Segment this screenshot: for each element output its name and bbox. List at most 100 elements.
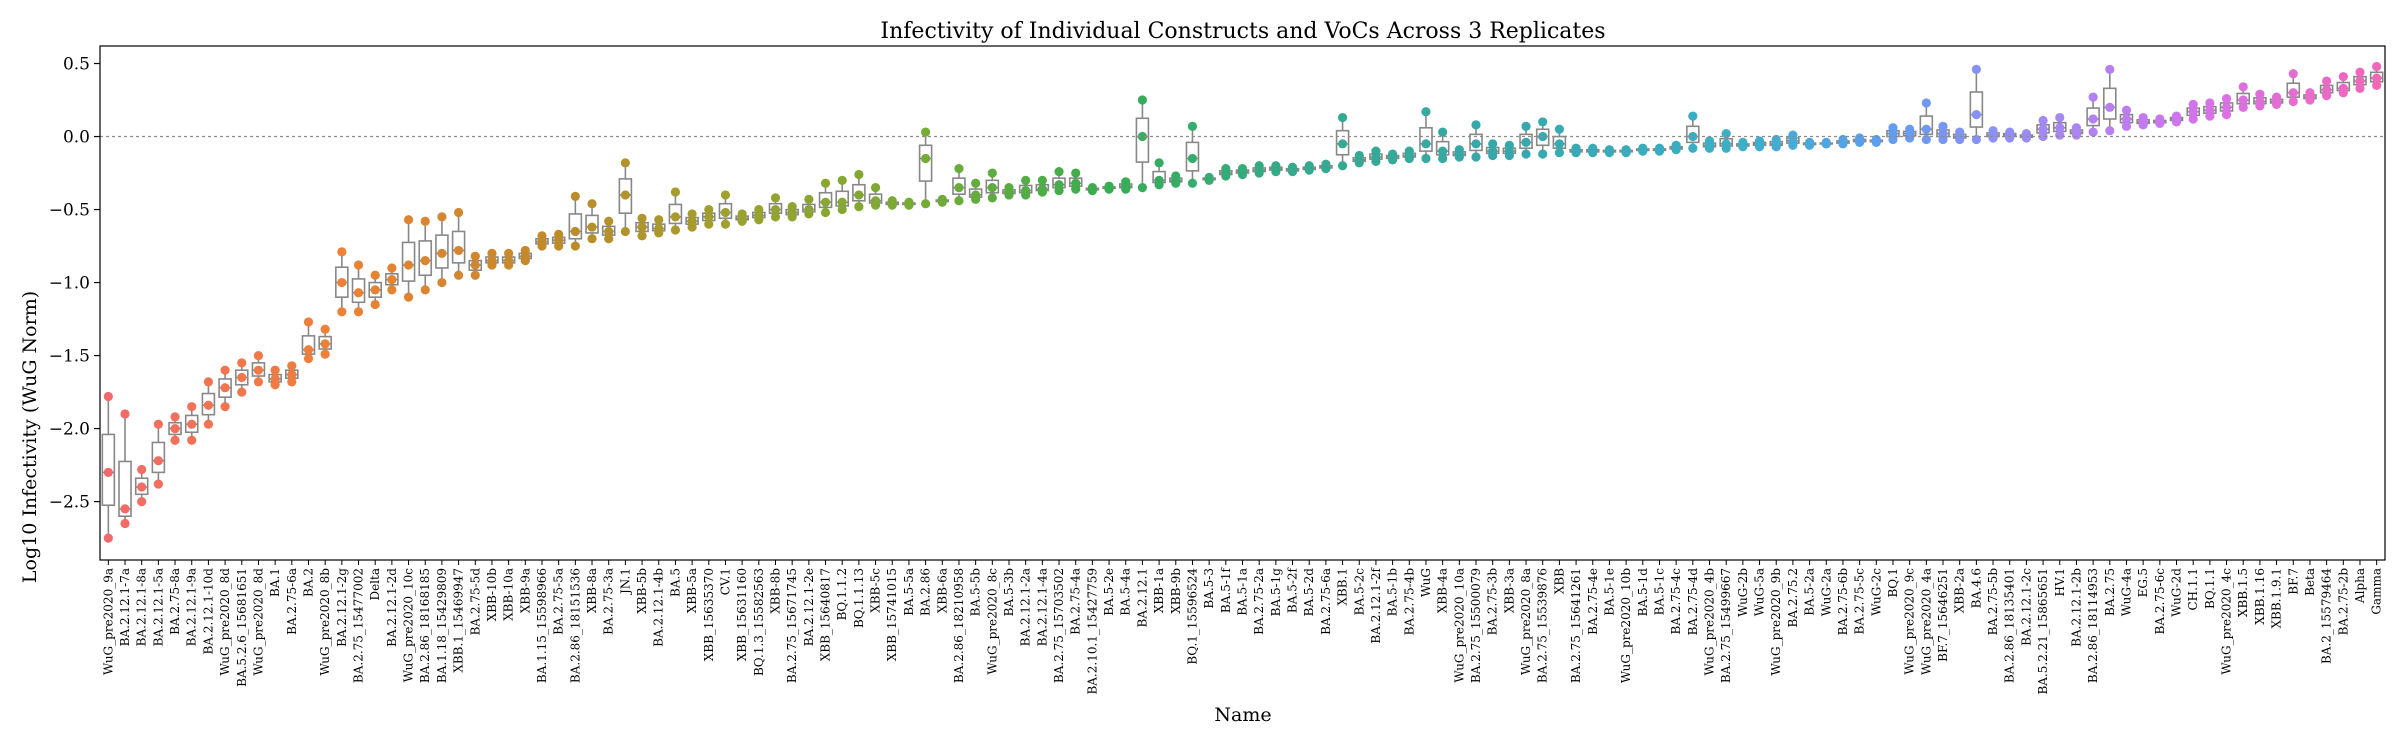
data-point	[921, 127, 931, 137]
data-point	[2238, 95, 2248, 105]
x-tick-label: WuG-5a	[1753, 568, 1767, 616]
data-point	[387, 263, 397, 273]
data-point	[453, 245, 464, 256]
data-point	[2221, 110, 2232, 120]
x-tick-label: BA.2.75-4d	[1686, 568, 1700, 636]
data-point	[954, 183, 964, 193]
data-point	[287, 361, 297, 371]
x-tick-label: BA.2.75-2a	[1252, 568, 1266, 635]
x-tick-label: WuG_pre2020_10c	[402, 568, 416, 682]
data-point	[1071, 178, 1081, 188]
x-tick-label: BA.2.75-4c	[1669, 568, 1683, 635]
points	[103, 61, 2382, 543]
data-point	[1054, 166, 1064, 177]
data-point	[820, 207, 831, 218]
data-point	[2338, 83, 2348, 93]
data-point	[1905, 124, 1915, 134]
data-point	[153, 456, 163, 466]
data-point	[2221, 93, 2232, 104]
x-tick-label: Delta	[368, 568, 382, 601]
x-tick-label: BA.2.75_15641261	[1569, 568, 1583, 683]
x-tick-label: BA.5-2a	[1803, 568, 1817, 616]
x-tick-label: BQ.1.1.2	[835, 568, 849, 620]
data-point	[720, 190, 731, 200]
data-point	[637, 213, 647, 223]
data-point	[1538, 149, 1548, 159]
data-point	[303, 345, 314, 355]
data-point	[554, 229, 564, 239]
data-point	[287, 377, 297, 387]
data-point	[1204, 172, 1214, 183]
data-point	[537, 231, 547, 241]
box-body	[1969, 91, 1984, 128]
data-point	[2138, 112, 2148, 123]
data-point	[820, 197, 831, 207]
data-point	[2038, 124, 2048, 134]
x-tick-label: EG.5	[2136, 568, 2150, 597]
box-21	[451, 212, 466, 276]
box-112	[1969, 69, 1984, 140]
data-point	[870, 196, 881, 206]
data-point	[804, 194, 814, 204]
data-point	[337, 277, 347, 288]
data-point	[1704, 136, 1715, 146]
data-point	[1438, 146, 1448, 156]
x-tick-label: BA.1.15_15598966	[535, 568, 549, 683]
data-point	[337, 307, 347, 317]
x-tick-label: BA.2.12.1-2g	[335, 568, 349, 647]
data-point	[954, 196, 964, 206]
data-point	[220, 402, 230, 412]
x-tick-label: BA.2.12.1-7a	[118, 568, 132, 646]
x-tick-label: BA.2.12.1-9a	[185, 568, 199, 646]
data-point	[187, 435, 197, 445]
data-point	[1938, 121, 1948, 131]
data-point	[203, 377, 214, 387]
data-point	[670, 187, 681, 197]
data-point	[2288, 88, 2298, 98]
x-tick-label: BA.2.86_18135401	[2003, 568, 2017, 683]
data-point	[320, 339, 330, 349]
data-point	[987, 168, 997, 178]
data-point	[203, 419, 214, 429]
data-point	[570, 241, 580, 251]
x-tick-label: XBB_15631160	[735, 568, 749, 661]
data-point	[1538, 117, 1548, 127]
x-tick-label: WuG_pre2020_4c	[2220, 568, 2234, 675]
data-point	[770, 193, 781, 203]
x-tick-label: BQ.1.1.13	[852, 568, 866, 628]
data-point	[1187, 153, 1198, 164]
x-tick-label: WuG_pre2020_8b	[318, 568, 332, 676]
box-28	[568, 196, 583, 247]
data-point	[1154, 158, 1164, 168]
x-tick-label: XBB_15741015	[885, 568, 899, 661]
x-tick-label: BQ.1	[1886, 568, 1900, 598]
data-point	[620, 158, 630, 168]
data-point	[504, 256, 514, 266]
x-tick-label: BA.2.86	[919, 568, 933, 616]
data-point	[1521, 121, 1531, 131]
data-point	[120, 409, 130, 419]
data-point	[987, 193, 997, 203]
x-tick-label: CV.1	[718, 568, 732, 595]
data-point	[2121, 121, 2132, 131]
data-point	[937, 194, 947, 204]
data-point	[1571, 143, 1581, 153]
y-tick-label: −1.0	[49, 274, 90, 294]
data-point	[520, 245, 530, 256]
data-point	[470, 260, 480, 270]
x-tick-label: XBB-8a	[585, 568, 599, 613]
data-point	[2171, 111, 2182, 121]
x-tick-label: BA.1.18_15429809	[435, 568, 449, 683]
data-point	[1137, 131, 1148, 142]
data-point	[1388, 149, 1398, 159]
data-point	[2255, 96, 2265, 107]
x-tick-label: BA.2.75-5d	[468, 568, 482, 636]
data-point	[837, 197, 847, 207]
data-point	[587, 222, 597, 232]
x-tick-label: BA.4.6	[1969, 568, 1983, 608]
plot-area	[101, 61, 2384, 543]
y-tick-label: 0.5	[63, 55, 90, 75]
x-tick-label: BA.2.12.1-2a	[1019, 568, 1033, 646]
x-tick-label: BA.2_15579464	[2320, 568, 2334, 664]
data-point	[453, 207, 464, 218]
